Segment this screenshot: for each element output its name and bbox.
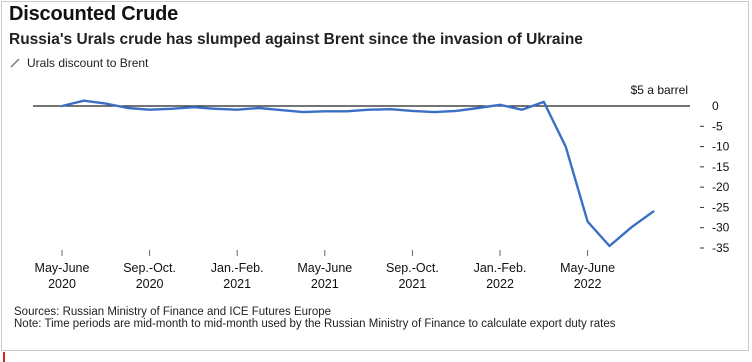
- x-tick-label: 2020: [48, 277, 76, 291]
- chart-footer: Sources: Russian Ministry of Finance and…: [14, 306, 734, 330]
- y-tick-label: -5: [712, 119, 723, 133]
- y-tick-label: -35: [712, 241, 730, 255]
- y-tick-label: -30: [712, 221, 730, 235]
- chart-title: Discounted Crude: [9, 3, 179, 25]
- legend-line-icon: [10, 58, 20, 68]
- x-tick-label: 2022: [574, 277, 602, 291]
- x-tick-label: May-June: [35, 261, 90, 275]
- x-tick-label: 2021: [311, 277, 339, 291]
- x-tick-label: 2020: [136, 277, 164, 291]
- x-tick-label: 2022: [486, 277, 514, 291]
- legend-label: Urals discount to Brent: [27, 56, 149, 70]
- chart-legend: Urals discount to Brent: [9, 56, 148, 70]
- y-tick-label: -15: [712, 160, 730, 174]
- x-tick-label: May-June: [297, 261, 352, 275]
- x-tick-label: 2021: [398, 277, 426, 291]
- chart-frame: [1, 1, 749, 351]
- y-tick-label: 0: [712, 99, 719, 113]
- sources-text: Sources: Russian Ministry of Finance and…: [14, 306, 332, 318]
- y-unit-label: $5 a barrel: [631, 83, 688, 97]
- y-tick-label: -10: [712, 140, 730, 154]
- x-tick-label: May-June: [560, 261, 615, 275]
- y-tick-label: -20: [712, 180, 730, 194]
- note-text: Note: Time periods are mid-month to mid-…: [14, 318, 616, 330]
- series-line: [60, 99, 655, 248]
- y-tick-label: -25: [712, 200, 730, 214]
- x-tick-label: Jan.-Feb.: [474, 261, 527, 275]
- x-tick-label: Jan.-Feb.: [211, 261, 264, 275]
- x-tick-label: Sep.-Oct.: [386, 261, 439, 275]
- x-tick-label: Sep.-Oct.: [123, 261, 176, 275]
- chart-subtitle: Russia's Urals crude has slumped against…: [9, 31, 583, 48]
- x-tick-label: 2021: [223, 277, 251, 291]
- corner-mark: [3, 352, 5, 362]
